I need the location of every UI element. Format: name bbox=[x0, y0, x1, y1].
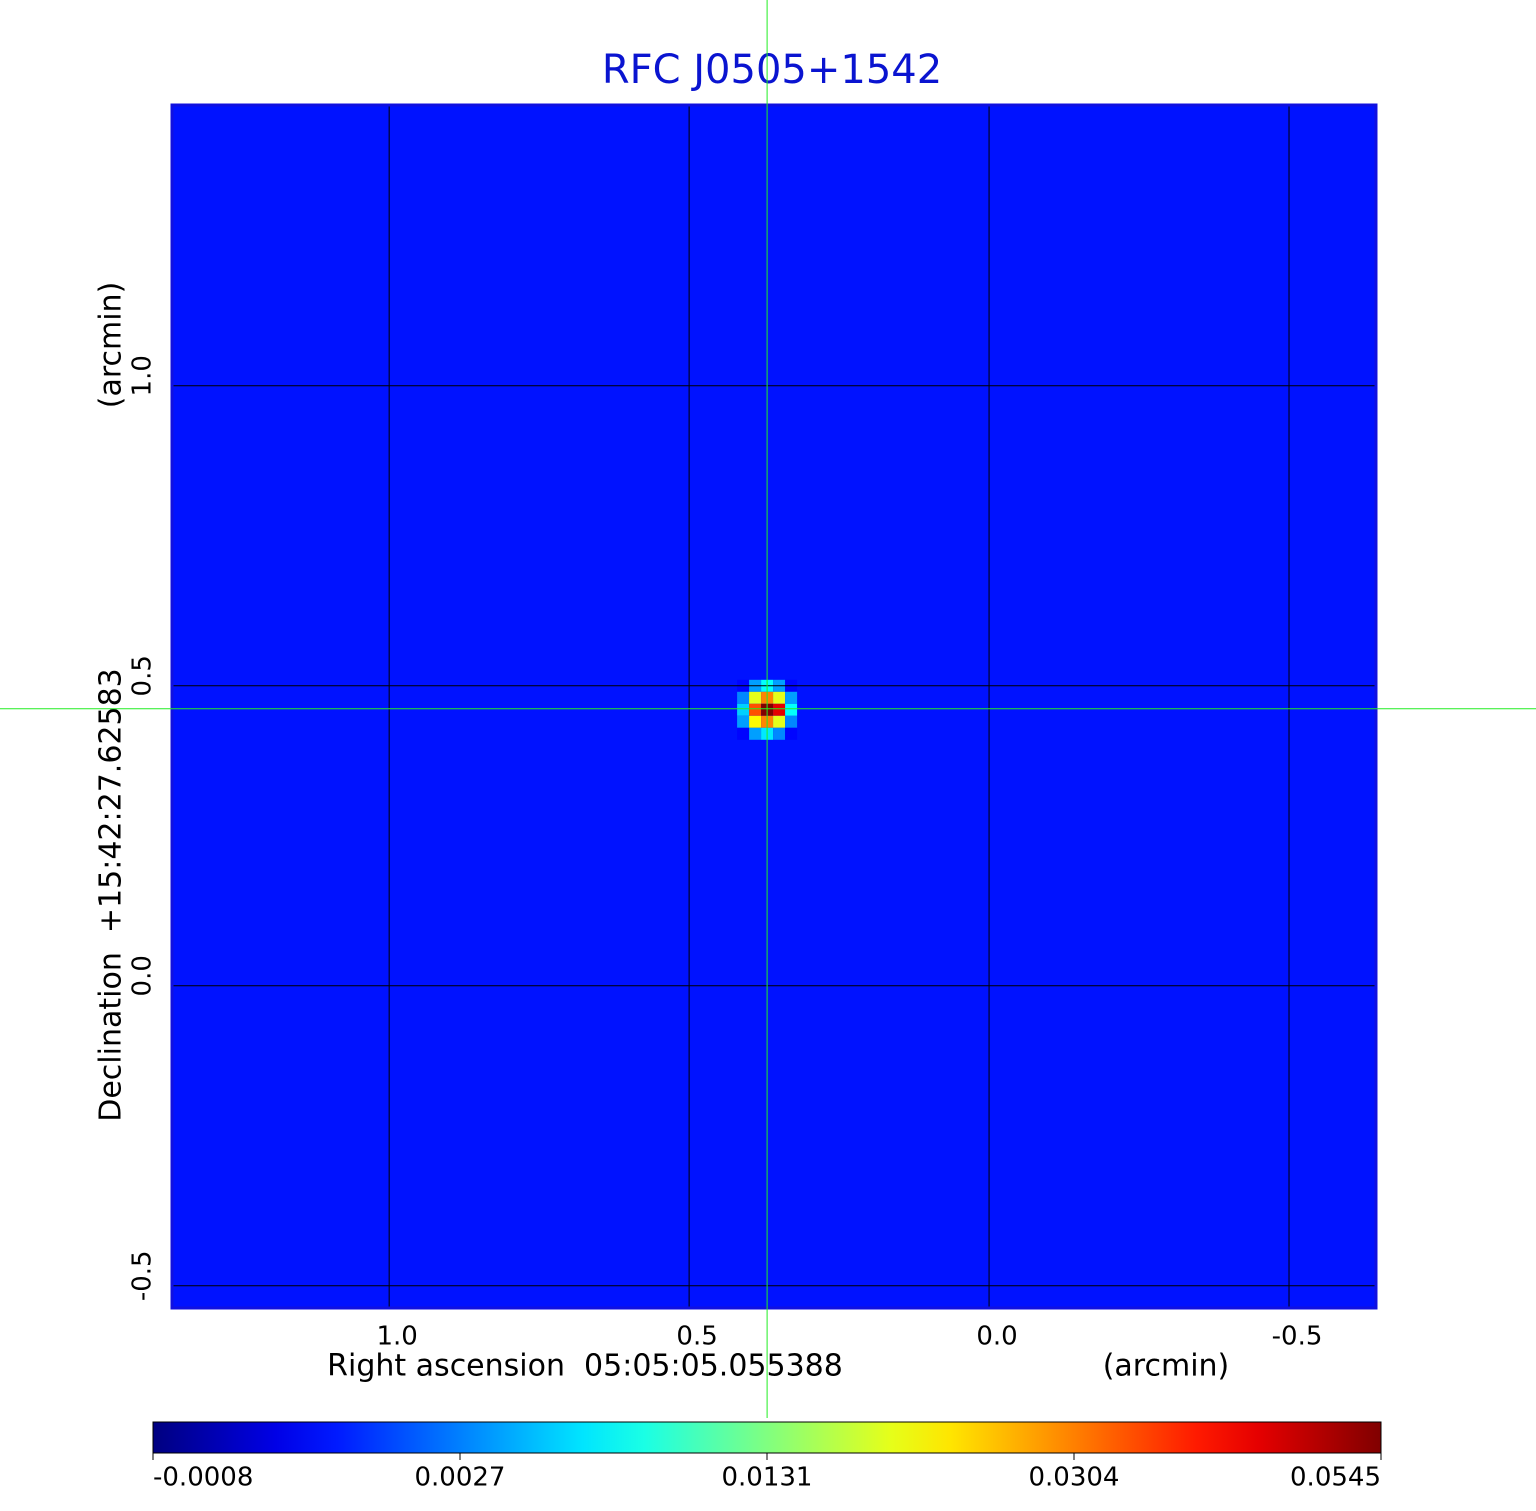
x-tick-label: 0.5 bbox=[676, 1322, 717, 1352]
x-tick-label: 1.0 bbox=[376, 1322, 417, 1352]
colorbar-tick-label: 0.0131 bbox=[722, 1463, 813, 1493]
y-tick-label: 0.0 bbox=[128, 955, 158, 996]
pixel-cell bbox=[773, 727, 786, 740]
y-axis-unit: (arcmin) bbox=[94, 282, 129, 409]
pixel-cell bbox=[737, 715, 750, 728]
chart-title: RFC J0505+1542 bbox=[602, 47, 942, 93]
x-axis-label: Right ascension 05:05:05.055388 bbox=[327, 1349, 843, 1384]
pixel-cell bbox=[737, 703, 750, 716]
pixel-cell bbox=[749, 703, 762, 716]
x-tick-label: 0.0 bbox=[976, 1322, 1017, 1352]
y-tick-label: -0.5 bbox=[128, 1250, 158, 1301]
y-axis-label: Declination +15:42:27.62583 bbox=[94, 668, 129, 1122]
y-tick-label: 1.0 bbox=[128, 355, 158, 396]
x-tick-label: -0.5 bbox=[1272, 1322, 1323, 1352]
pixel-cell bbox=[785, 715, 798, 728]
pixel-cell bbox=[785, 703, 798, 716]
pixel-cell bbox=[749, 691, 762, 704]
plot-border bbox=[170, 103, 1378, 1310]
pixel-cell bbox=[737, 727, 750, 740]
colorbar-tick-label: 0.0304 bbox=[1029, 1463, 1120, 1493]
pixel-cell bbox=[749, 715, 762, 728]
pixel-cell bbox=[737, 691, 750, 704]
pixel-cell bbox=[773, 691, 786, 704]
y-tick-label: 0.5 bbox=[128, 655, 158, 696]
pixel-cell bbox=[785, 727, 798, 740]
pixel-cell bbox=[773, 703, 786, 716]
pixel-cell bbox=[773, 715, 786, 728]
x-axis-unit: (arcmin) bbox=[1103, 1349, 1230, 1384]
colorbar bbox=[152, 1421, 1382, 1454]
pixel-cell bbox=[785, 691, 798, 704]
pixel-cell bbox=[749, 727, 762, 740]
colorbar-tick-label: 0.0027 bbox=[415, 1463, 506, 1493]
colorbar-tick-label: -0.0008 bbox=[153, 1463, 253, 1493]
colorbar-tick-label: 0.0545 bbox=[1290, 1463, 1381, 1493]
